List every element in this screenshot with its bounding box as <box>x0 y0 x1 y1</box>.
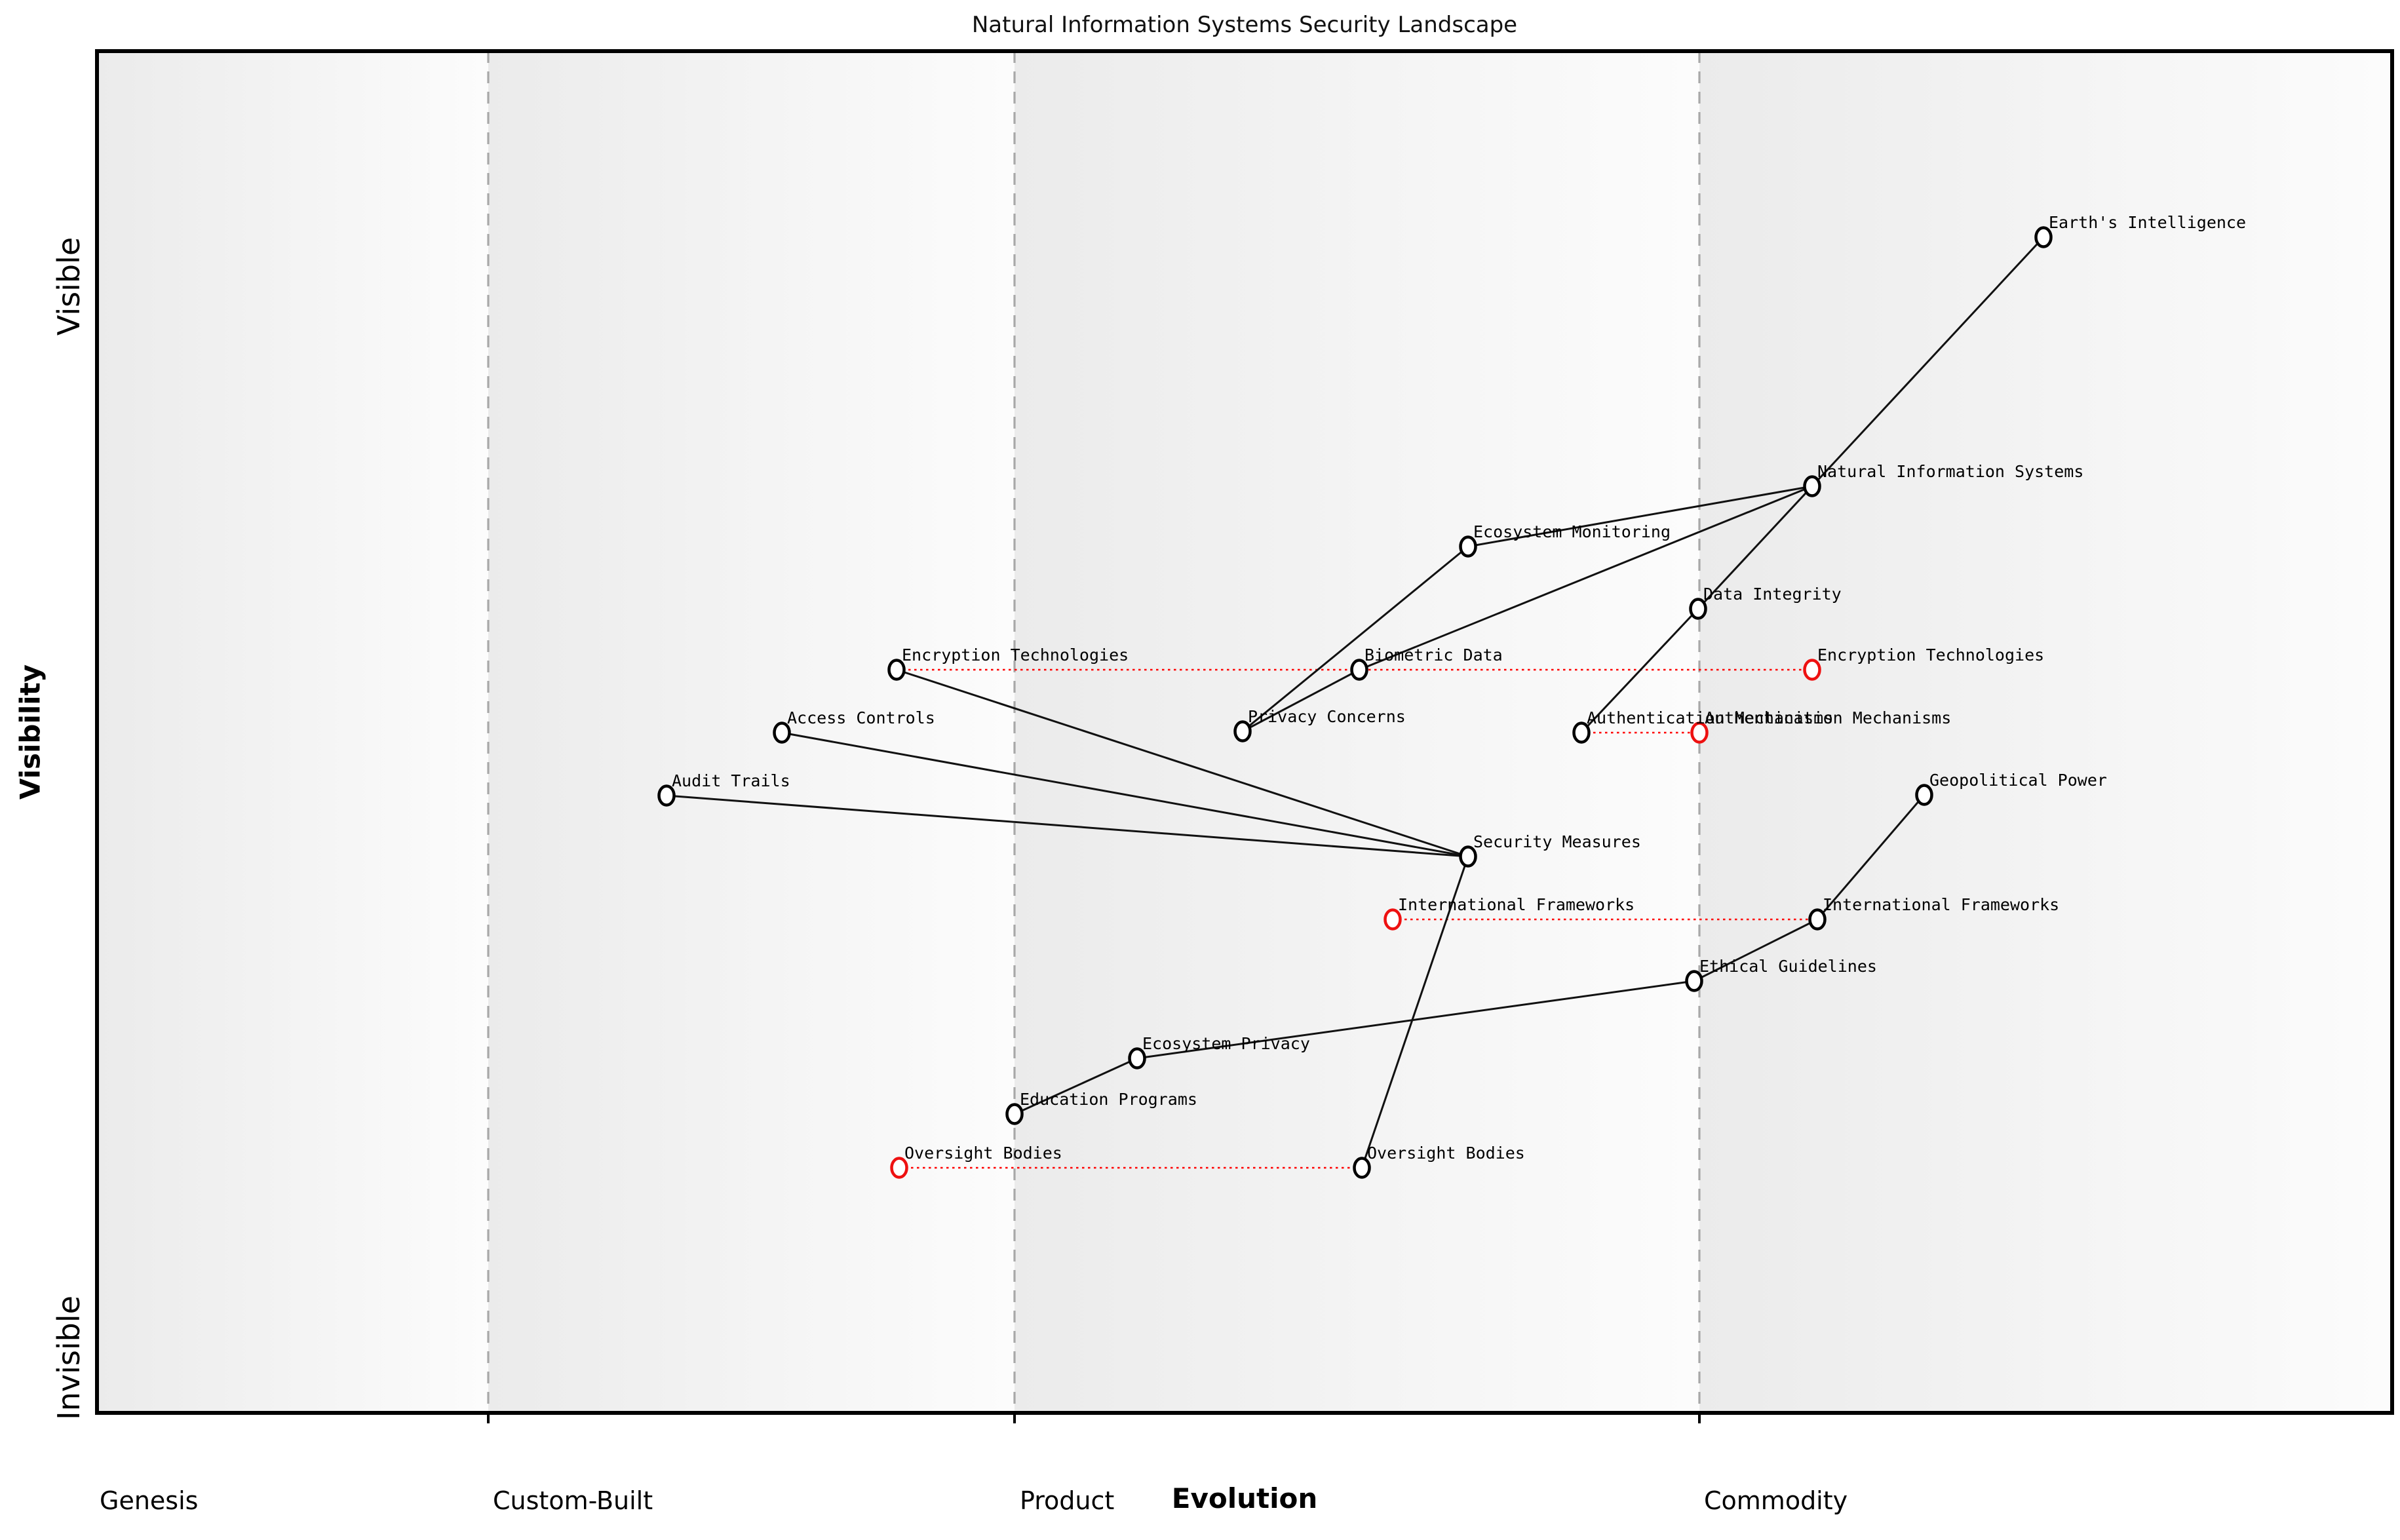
edge-data-integrity--authentication-mechanisms <box>1580 607 1699 734</box>
stage-label-line1: Commodity <box>1704 1486 1848 1515</box>
map-node-oversight-bodies <box>1353 1157 1371 1179</box>
node-label-encryption-technologies: Encryption Technologies <box>902 645 1129 664</box>
edge-ethical-guidelines--international-frameworks <box>1694 918 1818 982</box>
x-axis-stage-commodity: Commodity (+utility) <box>1704 1423 1848 1540</box>
edge-ecosystem-monitoring--privacy-concerns <box>1242 545 1469 733</box>
node-label-audit-trails: Audit Trails <box>672 771 790 790</box>
node-label-data-integrity: Data Integrity <box>1703 585 1842 604</box>
dependency-edges <box>666 236 2045 1168</box>
evolve-links <box>897 668 1817 1169</box>
map-node-authentication-mechanisms-evolved <box>1690 722 1709 744</box>
map-node-ecosystem-privacy <box>1128 1047 1146 1069</box>
edge-security-measures--oversight-bodies <box>1361 856 1469 1168</box>
node-label-oversight-bodies-origin: Oversight Bodies <box>904 1144 1062 1163</box>
chart-title: Natural Information Systems Security Lan… <box>971 12 1518 38</box>
component-nodes <box>657 226 2053 1179</box>
node-label-international-frameworks: International Frameworks <box>1823 895 2059 914</box>
edge-access-controls--security-measures <box>781 731 1469 858</box>
map-node-oversight-bodies-origin <box>890 1157 908 1179</box>
edge-privacy-concerns--biometric-data <box>1242 668 1360 733</box>
node-label-earth-intelligence: Earth's Intelligence <box>2049 213 2246 232</box>
map-node-encryption-technologies <box>887 659 906 681</box>
map-node-encryption-technologies-evolved <box>1803 659 1821 681</box>
evolution-bands <box>98 51 2392 1413</box>
map-node-data-integrity <box>1689 598 1707 620</box>
plot-border <box>95 49 2394 1415</box>
edge-encryption-technologies--security-measures <box>896 668 1469 858</box>
x-axis-title: Evolution <box>1171 1482 1318 1514</box>
edge-natural-information-systems--ecosystem-monitoring <box>1467 485 1813 548</box>
node-label-ecosystem-monitoring: Ecosystem Monitoring <box>1473 522 1671 541</box>
map-node-natural-information-systems <box>1803 475 1821 497</box>
evolution-band-1 <box>488 51 1015 1413</box>
plot-frame <box>95 49 2394 1423</box>
node-label-ethical-guidelines: Ethical Guidelines <box>1699 957 1877 976</box>
component-labels: Earth's Intelligence Natural Information … <box>672 213 2246 1163</box>
map-node-biometric-data <box>1350 659 1368 681</box>
map-node-international-frameworks <box>1808 908 1827 931</box>
y-axis-tick-invisible: Invisible <box>51 1296 87 1420</box>
node-label-natural-information-systems: Natural Information Systems <box>1817 462 2083 481</box>
map-node-access-controls <box>773 722 791 744</box>
node-label-geopolitical-power: Geopolitical Power <box>1929 771 2107 790</box>
edge-natural-information-systems--data-integrity <box>1697 485 1813 610</box>
map-node-education-programs <box>1005 1103 1024 1125</box>
node-label-privacy-concerns: Privacy Concerns <box>1248 707 1406 726</box>
x-axis-stage-genesis: Genesis <box>100 1423 198 1540</box>
map-node-ecosystem-monitoring <box>1459 535 1477 558</box>
node-label-ecosystem-privacy: Ecosystem Privacy <box>1142 1034 1310 1053</box>
y-axis-tick-visible: Visible <box>51 237 87 336</box>
map-node-geopolitical-power <box>1915 784 1933 806</box>
edge-natural-information-systems--biometric-data <box>1359 485 1813 671</box>
map-node-audit-trails <box>657 784 676 807</box>
map-node-authentication-mechanisms <box>1572 722 1591 744</box>
node-label-international-frameworks-origin: International Frameworks <box>1398 895 1635 914</box>
evolution-band-3 <box>1699 51 2392 1413</box>
stage-label-line1: Custom-Built <box>493 1486 653 1515</box>
node-label-authentication-mechanisms-evolved: Authentication Mechanisms <box>1705 708 1951 727</box>
map-node-earth-intelligence <box>2034 226 2053 248</box>
edge-ecosystem-privacy--education-programs <box>1014 1057 1138 1115</box>
map-node-security-measures <box>1459 845 1477 868</box>
stage-label-line1: Genesis <box>100 1486 199 1515</box>
node-label-biometric-data: Biometric Data <box>1365 645 1503 664</box>
map-node-privacy-concerns <box>1233 720 1252 742</box>
x-axis-stage-custom-built: Custom-Built <box>493 1423 653 1540</box>
node-label-oversight-bodies: Oversight Bodies <box>1367 1144 1525 1163</box>
node-label-access-controls: Access Controls <box>787 708 935 727</box>
edge-earth-intelligence--natural-information-systems <box>1811 236 2045 488</box>
node-label-education-programs: Education Programs <box>1020 1090 1197 1109</box>
y-axis-title: Visibility <box>14 664 47 800</box>
node-label-encryption-technologies-evolved: Encryption Technologies <box>1817 645 2044 664</box>
evolution-band-2 <box>1015 51 1699 1413</box>
node-label-security-measures: Security Measures <box>1473 832 1641 851</box>
x-axis-stage-product: Product (+rental) <box>1020 1423 1132 1540</box>
node-label-authentication-mechanisms: Authentication Mechanisms <box>1587 708 1833 727</box>
edge-geopolitical-power--international-frameworks <box>1816 794 1926 920</box>
edge-ethical-guidelines--ecosystem-privacy <box>1136 980 1695 1060</box>
evolution-band-0 <box>98 51 488 1413</box>
map-node-ethical-guidelines <box>1685 970 1703 992</box>
stage-label-line1: Product <box>1020 1486 1115 1515</box>
map-node-international-frameworks-origin <box>1384 908 1402 931</box>
edge-audit-trails--security-measures <box>666 794 1469 858</box>
